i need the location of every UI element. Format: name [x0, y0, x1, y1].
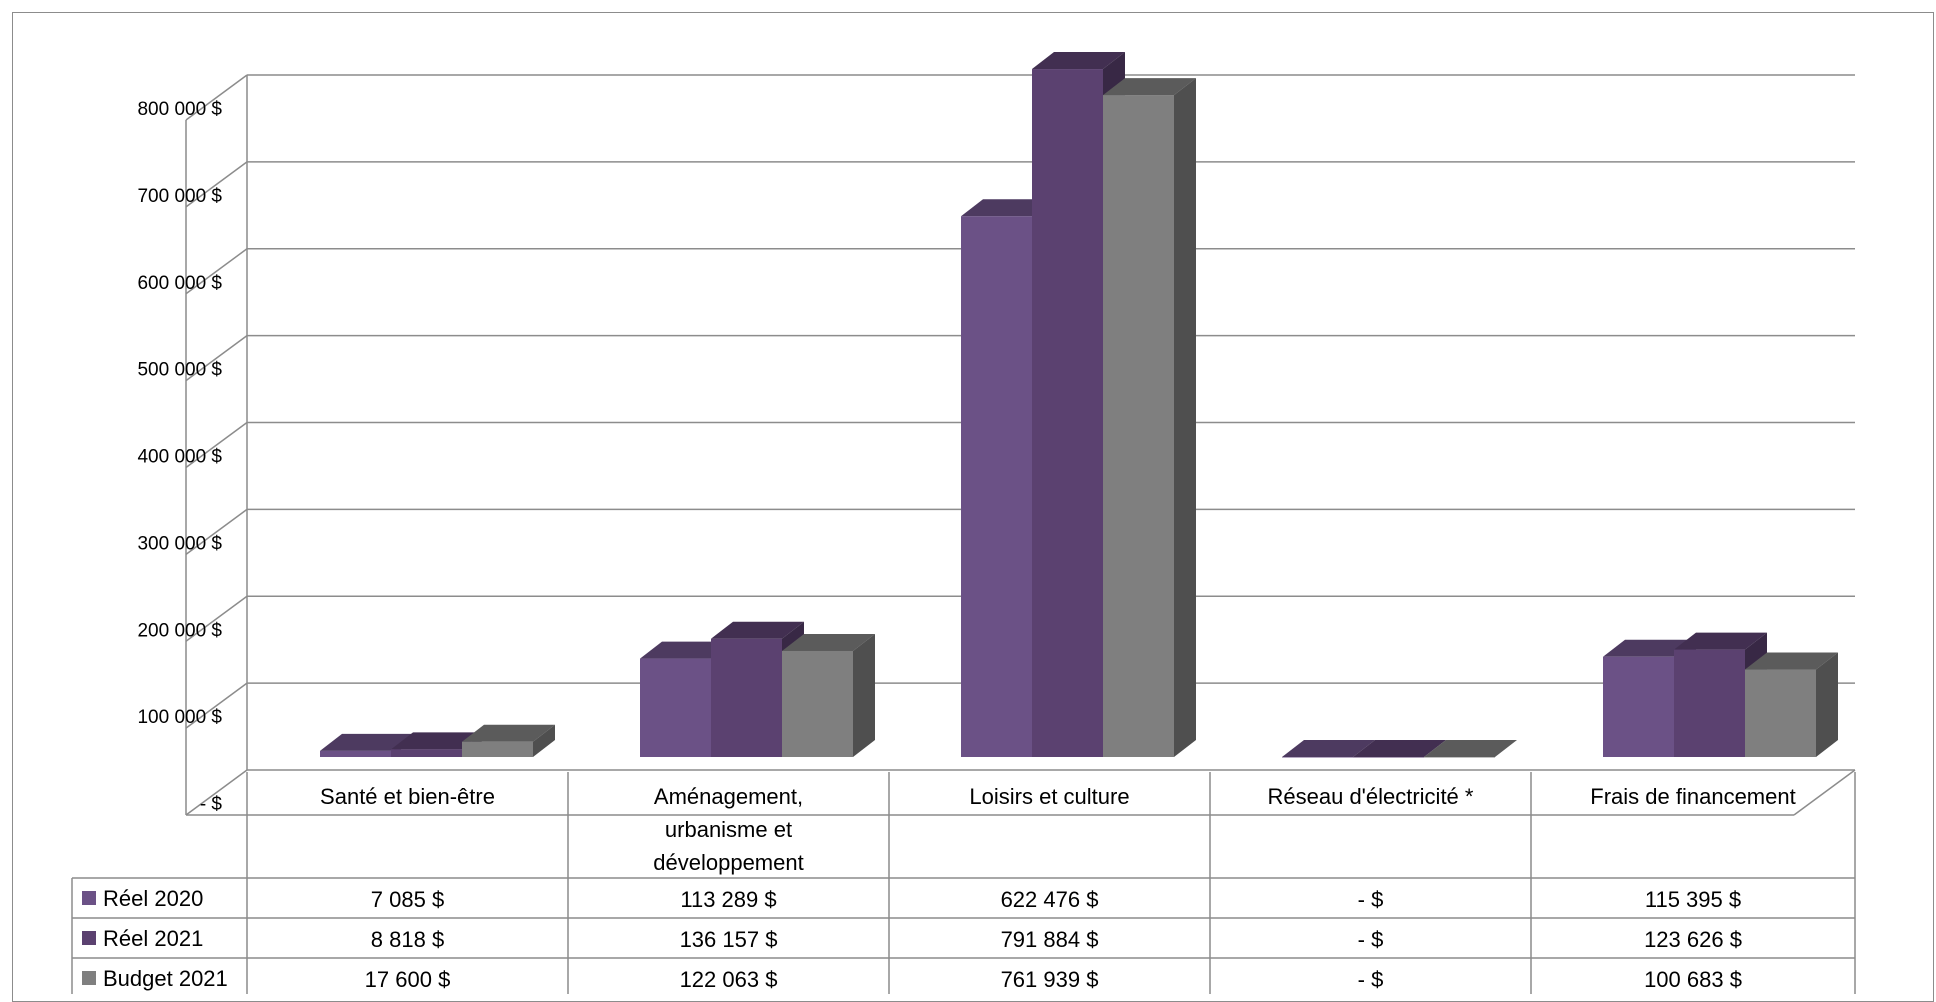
bar-top — [1745, 652, 1838, 670]
bar-front — [1674, 649, 1745, 757]
legend-label: Réel 2021 — [103, 926, 203, 951]
side-wall-gridline — [185, 335, 248, 382]
legend-swatch — [82, 891, 96, 905]
floor-right-edge — [1793, 769, 1856, 816]
y-tick-label: 800 000 $ — [137, 99, 222, 120]
bar-front — [1282, 757, 1353, 758]
y-axis-ticks: - $ 100 000 $ 200 000 $ 300 000 $ 400 000 $ 5… — [137, 99, 222, 815]
legend-swatch — [82, 971, 96, 985]
bar-side — [853, 633, 875, 757]
bar-top — [391, 732, 484, 750]
bar-front — [1745, 669, 1816, 757]
bar-top — [1424, 740, 1517, 757]
bar-top — [782, 633, 875, 651]
side-wall-gridline — [185, 421, 248, 469]
bar-front — [391, 749, 462, 757]
bar-top — [1032, 52, 1125, 70]
bar — [1103, 78, 1196, 757]
data-value: - $ — [1358, 927, 1384, 952]
data-value: 115 395 $ — [1645, 887, 1741, 912]
bar — [1745, 652, 1838, 757]
category-label: Frais de financement — [1590, 784, 1795, 809]
side-wall-gridline — [185, 248, 248, 295]
y-tick-label: 200 000 $ — [137, 620, 222, 641]
bar-front — [1353, 757, 1424, 758]
data-value: - $ — [1358, 887, 1384, 912]
data-value: 136 157 $ — [680, 927, 778, 952]
bar — [1424, 740, 1517, 758]
side-wall-gridline — [185, 595, 248, 642]
category-label: Aménagement, urbanisme et développement — [653, 784, 803, 875]
bar-top — [640, 641, 733, 659]
legend-label: Budget 2021 — [103, 966, 228, 991]
bar-top — [711, 621, 804, 639]
y-tick-label: 100 000 $ — [137, 707, 222, 728]
y-tick-label: 300 000 $ — [137, 533, 222, 554]
legend-swatch — [82, 931, 96, 945]
bar-front — [462, 741, 533, 757]
bar — [462, 724, 555, 757]
data-value: - $ — [1358, 967, 1384, 992]
side-wall-gridline — [185, 682, 248, 729]
y-tick-label: - $ — [200, 794, 223, 815]
bar-top — [320, 733, 413, 751]
bar-top — [462, 724, 555, 742]
data-value: 791 884 $ — [1001, 927, 1099, 952]
bar — [782, 633, 875, 757]
bar-front — [320, 750, 391, 757]
category-label: Santé et bien-être — [320, 784, 495, 809]
side-wall-gridline — [185, 161, 248, 208]
data-value: 123 626 $ — [1644, 927, 1742, 952]
bar — [1674, 632, 1767, 757]
data-value: 113 289 $ — [680, 887, 776, 912]
data-value: 761 939 $ — [1001, 967, 1099, 992]
data-value: 8 818 $ — [371, 927, 444, 952]
bar-front — [1103, 95, 1174, 757]
bar-front — [1603, 656, 1674, 757]
y-tick-label: 700 000 $ — [137, 186, 222, 207]
y-tick-label: 400 000 $ — [137, 447, 222, 468]
bar-front — [640, 658, 711, 757]
bar-series — [320, 52, 1838, 758]
bar-front — [1032, 69, 1103, 757]
data-value: 122 063 $ — [680, 967, 778, 992]
y-tick-label: 600 000 $ — [137, 273, 222, 294]
data-value: 17 600 $ — [365, 967, 451, 992]
bar-top — [1103, 78, 1196, 96]
bar-top — [1603, 639, 1696, 657]
bar-side — [1174, 78, 1196, 757]
data-value: 100 683 $ — [1644, 967, 1742, 992]
y-tick-label: 500 000 $ — [137, 360, 222, 381]
bar-front — [782, 650, 853, 757]
bar — [1282, 740, 1375, 758]
category-label: Loisirs et culture — [969, 784, 1129, 809]
bar-top — [1353, 740, 1446, 757]
side-wall-gridline — [185, 74, 248, 121]
bar — [1353, 740, 1446, 758]
bar-side — [533, 724, 555, 757]
bar-front — [711, 638, 782, 757]
side-wall-gridline — [185, 769, 248, 816]
category-label: Réseau d'électricité * — [1268, 784, 1474, 809]
legend-label: Réel 2020 — [103, 886, 203, 911]
bar-front — [961, 216, 1032, 757]
data-table: Santé et bien-être Aménagement, urbanisme … — [71, 772, 1856, 994]
data-value: 7 085 $ — [371, 887, 444, 912]
bar-front — [1424, 757, 1495, 758]
bar-top — [1282, 740, 1375, 757]
bar-side — [1816, 652, 1838, 757]
data-value: 622 476 $ — [1001, 887, 1099, 912]
bar-top — [961, 199, 1054, 217]
side-wall-gridline — [185, 508, 248, 555]
bar-top — [1674, 632, 1767, 650]
